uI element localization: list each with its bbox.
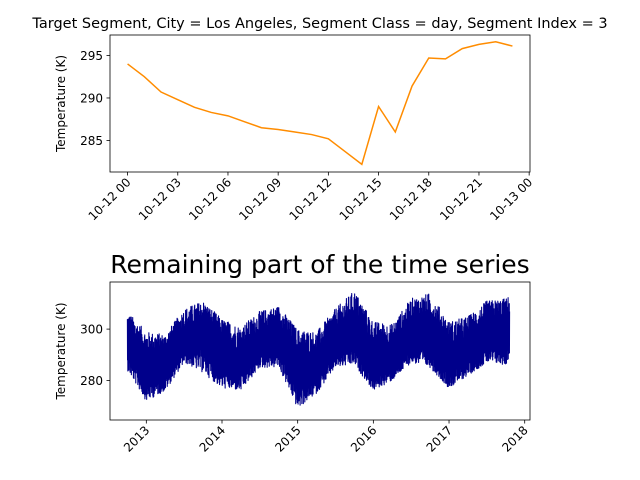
top-x-tick-label: 10-12 18: [387, 175, 435, 223]
top-x-tick-label: 10-12 00: [86, 175, 134, 223]
bottom-y-axis-label: Temperature (K): [54, 302, 68, 400]
top-series-line: [127, 41, 513, 166]
bottom-plot-frame: [109, 281, 531, 421]
bottom-y-tick-label: 280: [80, 374, 103, 388]
bottom-y-tick-label: 300: [80, 323, 103, 337]
top-x-tick-label: 10-12 06: [186, 175, 234, 223]
top-y-axis: 285 290 295: [80, 49, 110, 148]
bottom-chart-title: Remaining part of the time series: [110, 250, 529, 279]
top-line-layer: [127, 41, 513, 166]
bottom-line-layer: [126, 293, 511, 406]
bottom-series-line: [126, 293, 511, 406]
top-x-axis: 10-12 00 10-12 03 10-12 06 10-12 09 10-12 12…: [86, 172, 535, 223]
top-x-tick-label: 10-12 15: [337, 175, 385, 223]
top-x-tick-label: 10-12 09: [236, 175, 284, 223]
top-x-tick-label: 10-12 12: [286, 175, 334, 223]
top-x-tick-label: 10-12 21: [437, 175, 485, 223]
top-y-tick-label: 285: [80, 134, 103, 148]
bottom-chart: Remaining part of the time series 280 300…: [54, 250, 531, 455]
bottom-x-axis: 2013 2014 2015 2016 2017 2018: [121, 420, 531, 455]
bottom-x-tick-label: 2015: [272, 423, 303, 454]
top-chart-title: Target Segment, City = Los Angeles, Segm…: [31, 16, 607, 32]
top-y-axis-label: Temperature (K): [54, 55, 68, 153]
top-chart: Target Segment, City = Los Angeles, Segm…: [31, 16, 607, 223]
top-y-tick-label: 290: [80, 91, 103, 105]
bottom-x-tick-label: 2013: [121, 423, 152, 454]
bottom-x-tick-label: 2017: [424, 423, 455, 454]
bottom-x-tick-label: 2014: [197, 423, 228, 454]
bottom-y-axis: 280 300: [80, 323, 110, 388]
bottom-x-tick-label: 2016: [348, 423, 379, 454]
top-x-tick-label: 10-13 00: [487, 175, 535, 223]
top-y-tick-label: 295: [80, 49, 103, 63]
bottom-x-tick-label: 2018: [499, 423, 530, 454]
top-x-tick-label: 10-12 03: [136, 175, 184, 223]
top-plot-frame: [109, 34, 531, 173]
